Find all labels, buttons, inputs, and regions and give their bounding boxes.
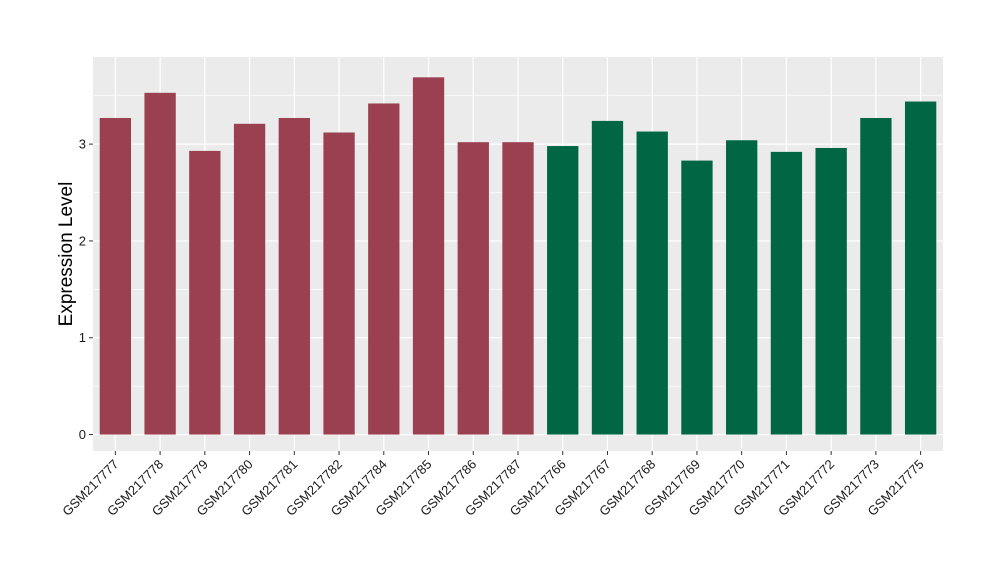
bar-GSM217787 [502,142,534,435]
y-axis: 0 1 2 3 [79,137,93,442]
bar-GSM217766 [547,146,579,435]
y-tick-label: 2 [79,233,86,248]
bar-GSM217773 [860,117,892,435]
bar-GSM217785 [412,77,445,435]
y-tick-label: 1 [79,330,86,345]
bar-GSM217784 [368,103,400,435]
bar-GSM217778 [144,92,176,435]
bar-GSM217767 [591,120,624,435]
bar-GSM217780 [233,123,266,435]
bar-GSM217769 [681,160,713,435]
bar-GSM217779 [189,150,221,435]
bar-GSM217777 [99,117,132,435]
bar-GSM217772 [815,147,847,435]
bar-GSM217775 [904,101,937,435]
bars [99,77,937,435]
bar-GSM217771 [770,151,803,435]
y-axis-title: Expression Level [56,182,77,327]
bar-GSM217786 [457,142,489,435]
bar-GSM217768 [636,131,668,435]
bar-GSM217770 [726,140,758,435]
bar-GSM217782 [323,132,355,435]
y-tick-label: 3 [79,137,86,152]
x-axis: GSM217777GSM217778GSM217779GSM217780GSM2… [59,451,927,519]
bar-GSM217781 [278,117,310,435]
y-tick-label: 0 [79,427,86,442]
